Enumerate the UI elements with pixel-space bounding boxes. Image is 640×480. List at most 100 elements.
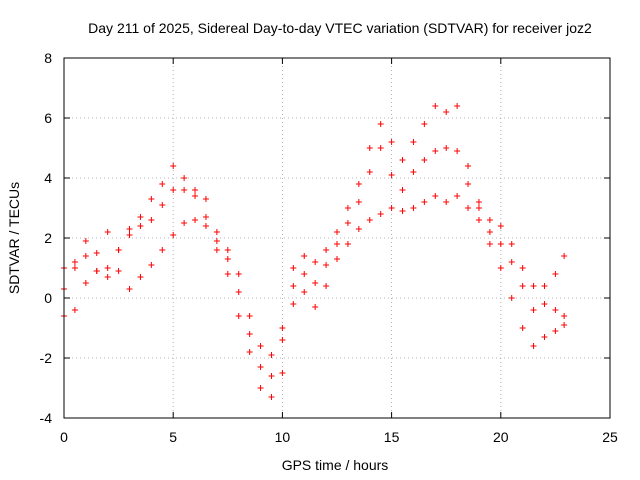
data-point xyxy=(366,217,373,223)
data-point xyxy=(257,343,264,349)
data-point xyxy=(388,139,395,145)
data-point xyxy=(126,232,133,238)
data-point xyxy=(71,265,78,271)
data-point xyxy=(454,148,461,154)
data-point xyxy=(519,265,526,271)
data-point xyxy=(552,271,559,277)
data-point xyxy=(508,259,515,265)
data-point xyxy=(552,307,559,313)
data-point xyxy=(421,121,428,127)
data-point xyxy=(246,331,253,337)
data-point xyxy=(344,220,351,226)
data-point xyxy=(432,148,439,154)
data-point xyxy=(279,325,286,331)
data-point xyxy=(257,385,264,391)
data-point xyxy=(104,265,111,271)
data-point xyxy=(181,220,188,226)
data-point xyxy=(257,364,264,370)
y-tick-label: -4 xyxy=(40,410,53,426)
y-tick-label: -2 xyxy=(40,350,53,366)
data-point xyxy=(486,229,493,235)
data-point xyxy=(159,247,166,253)
data-point xyxy=(410,205,417,211)
data-point xyxy=(192,217,199,223)
data-point xyxy=(552,328,559,334)
data-point xyxy=(170,232,177,238)
data-point xyxy=(290,283,297,289)
data-point xyxy=(82,253,89,259)
data-point xyxy=(497,223,504,229)
data-point xyxy=(170,163,177,169)
data-point xyxy=(541,301,548,307)
axis-ticks xyxy=(63,57,611,419)
data-point xyxy=(399,208,406,214)
data-point xyxy=(224,271,231,277)
data-point xyxy=(181,187,188,193)
data-point xyxy=(213,247,220,253)
data-point xyxy=(377,145,384,151)
data-point xyxy=(235,271,242,277)
data-point xyxy=(246,349,253,355)
data-point xyxy=(465,205,472,211)
data-point xyxy=(159,181,166,187)
data-point xyxy=(432,103,439,109)
data-point xyxy=(399,157,406,163)
data-point xyxy=(508,241,515,247)
data-point xyxy=(213,229,220,235)
data-point xyxy=(115,247,122,253)
data-point xyxy=(465,181,472,187)
data-point xyxy=(312,259,319,265)
data-point xyxy=(366,169,373,175)
data-point xyxy=(268,352,275,358)
data-point xyxy=(224,247,231,253)
data-point xyxy=(104,274,111,280)
data-point xyxy=(561,322,568,328)
data-point xyxy=(137,223,144,229)
data-point xyxy=(181,175,188,181)
data-points xyxy=(61,103,568,400)
data-point xyxy=(323,247,330,253)
data-point xyxy=(224,256,231,262)
data-point xyxy=(235,289,242,295)
data-point xyxy=(541,334,548,340)
data-point xyxy=(148,262,155,268)
data-point xyxy=(443,145,450,151)
y-tick-label: 8 xyxy=(44,50,52,66)
data-point xyxy=(486,217,493,223)
data-point xyxy=(93,268,100,274)
data-point xyxy=(126,286,133,292)
data-point xyxy=(443,109,450,115)
data-point xyxy=(355,226,362,232)
data-point xyxy=(497,265,504,271)
data-point xyxy=(519,283,526,289)
y-axis-label: SDTVAR / TECUs xyxy=(6,182,22,294)
chart-title: Day 211 of 2025, Sidereal Day-to-day VTE… xyxy=(88,20,592,36)
data-point xyxy=(519,325,526,331)
grid-lines xyxy=(64,58,610,418)
data-point xyxy=(530,283,537,289)
data-point xyxy=(246,313,253,319)
data-point xyxy=(334,229,340,235)
data-point xyxy=(137,274,144,280)
data-point xyxy=(159,202,166,208)
data-point xyxy=(312,304,319,310)
data-point xyxy=(421,157,428,163)
data-point xyxy=(410,169,417,175)
y-tick-label: 2 xyxy=(44,230,52,246)
data-point xyxy=(170,187,177,193)
x-tick-label: 5 xyxy=(169,429,177,445)
data-point xyxy=(268,394,275,400)
data-point xyxy=(82,280,89,286)
y-tick-label: 6 xyxy=(44,110,52,126)
data-point xyxy=(454,193,461,199)
data-point xyxy=(344,205,351,211)
data-point xyxy=(126,226,133,232)
data-point xyxy=(388,172,395,178)
data-point xyxy=(454,103,461,109)
y-tick-label: 0 xyxy=(44,290,52,306)
data-point xyxy=(93,250,100,256)
data-point xyxy=(355,199,362,205)
data-point xyxy=(71,307,78,313)
data-point xyxy=(561,313,568,319)
data-point xyxy=(399,187,406,193)
